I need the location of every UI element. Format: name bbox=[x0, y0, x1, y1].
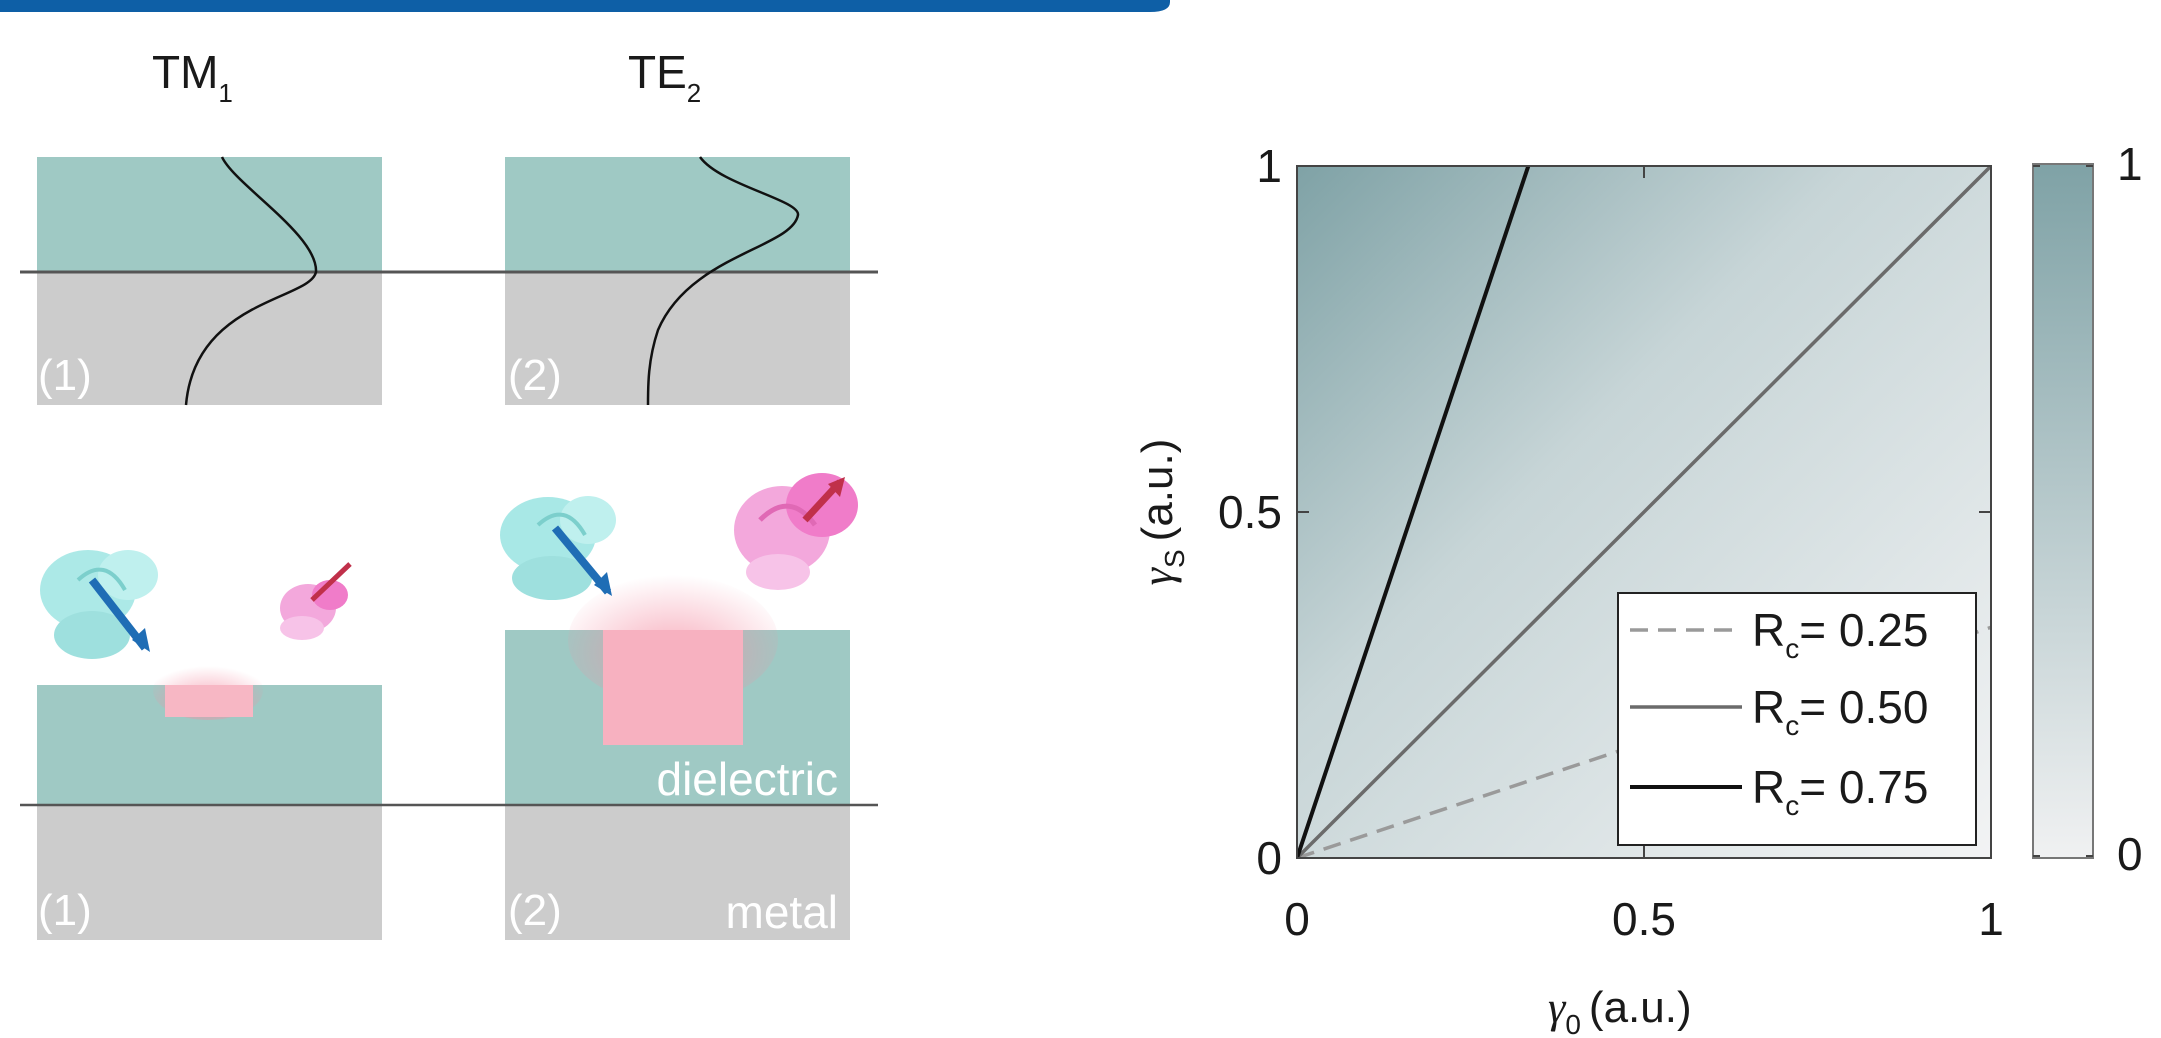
panel-tag-bottom-2: (2) bbox=[508, 886, 562, 935]
field-profile-te2 bbox=[646, 156, 800, 406]
metal-layer-top-2 bbox=[505, 272, 850, 405]
contour-rc-05 bbox=[1297, 166, 1991, 858]
x-tick-label: 1 bbox=[1978, 893, 2004, 945]
dielectric-label: dielectric bbox=[656, 753, 838, 805]
metal-layer-bottom-2 bbox=[505, 805, 850, 940]
y-tick-label: 0 bbox=[1256, 832, 1282, 884]
x-tick-label: 0 bbox=[1284, 893, 1310, 945]
dielectric-layer-top-2 bbox=[505, 157, 850, 272]
x-axis-label: γ0 (a.u.) bbox=[1548, 983, 1692, 1038]
mode-illustrations: TM1 TE2 (1) (2) (1) (2) dielectric metal bbox=[20, 46, 878, 940]
emitter-icon-pink-1 bbox=[280, 562, 352, 640]
metal-label: metal bbox=[726, 886, 838, 938]
cavity-small bbox=[165, 685, 253, 717]
x-tick-label: 0.5 bbox=[1612, 893, 1676, 945]
y-tick-label: 0.5 bbox=[1218, 486, 1282, 538]
x-axis: 0 0.5 1 bbox=[1284, 166, 2004, 945]
legend-label: Rc= 0.75 bbox=[1752, 761, 1928, 821]
emitter-icon-cyan-1 bbox=[40, 550, 158, 659]
dielectric-layer-top-1 bbox=[37, 157, 382, 272]
header-bar bbox=[0, 0, 1170, 12]
legend-label: Rc= 0.50 bbox=[1752, 681, 1928, 741]
emitter-icon-cyan-2 bbox=[500, 496, 616, 600]
y-tick-label: 1 bbox=[1256, 140, 1282, 192]
panel-tag-bottom-1: (1) bbox=[38, 886, 92, 935]
panel-tag-top-1: (1) bbox=[38, 351, 92, 400]
contour-rc-075 bbox=[1297, 166, 1531, 858]
colorbar-min-label: 0 bbox=[2117, 828, 2143, 880]
metal-layer-bottom-1 bbox=[37, 805, 382, 940]
emitter-icon-pink-2 bbox=[734, 473, 858, 590]
colorbar: 1 0 bbox=[2032, 138, 2143, 880]
y-axis-label: γS(a.u.) bbox=[1133, 439, 1190, 586]
y-axis: 00.51 bbox=[1218, 140, 1991, 884]
chart: 0 0.5 1 00.51 γ0 (a.u.) γS(a.u.) Rc= 0.25Rc… bbox=[1133, 138, 2143, 1038]
field-profile-tm1 bbox=[184, 156, 318, 406]
legend: Rc= 0.25 Rc= 0.50 Rc= 0.75 bbox=[1617, 592, 1977, 846]
cavity-large bbox=[603, 630, 743, 745]
colorbar-fill bbox=[2032, 163, 2094, 859]
colorbar-max-label: 1 bbox=[2117, 138, 2143, 190]
legend-box bbox=[1617, 592, 1977, 846]
mode-label-te2: TE2 bbox=[628, 46, 701, 108]
mode-label-tm1: TM1 bbox=[152, 46, 233, 108]
panel-tag-top-2: (2) bbox=[508, 351, 562, 400]
metal-layer-top-1 bbox=[37, 272, 382, 405]
legend-label: Rc= 0.25 bbox=[1752, 604, 1928, 664]
